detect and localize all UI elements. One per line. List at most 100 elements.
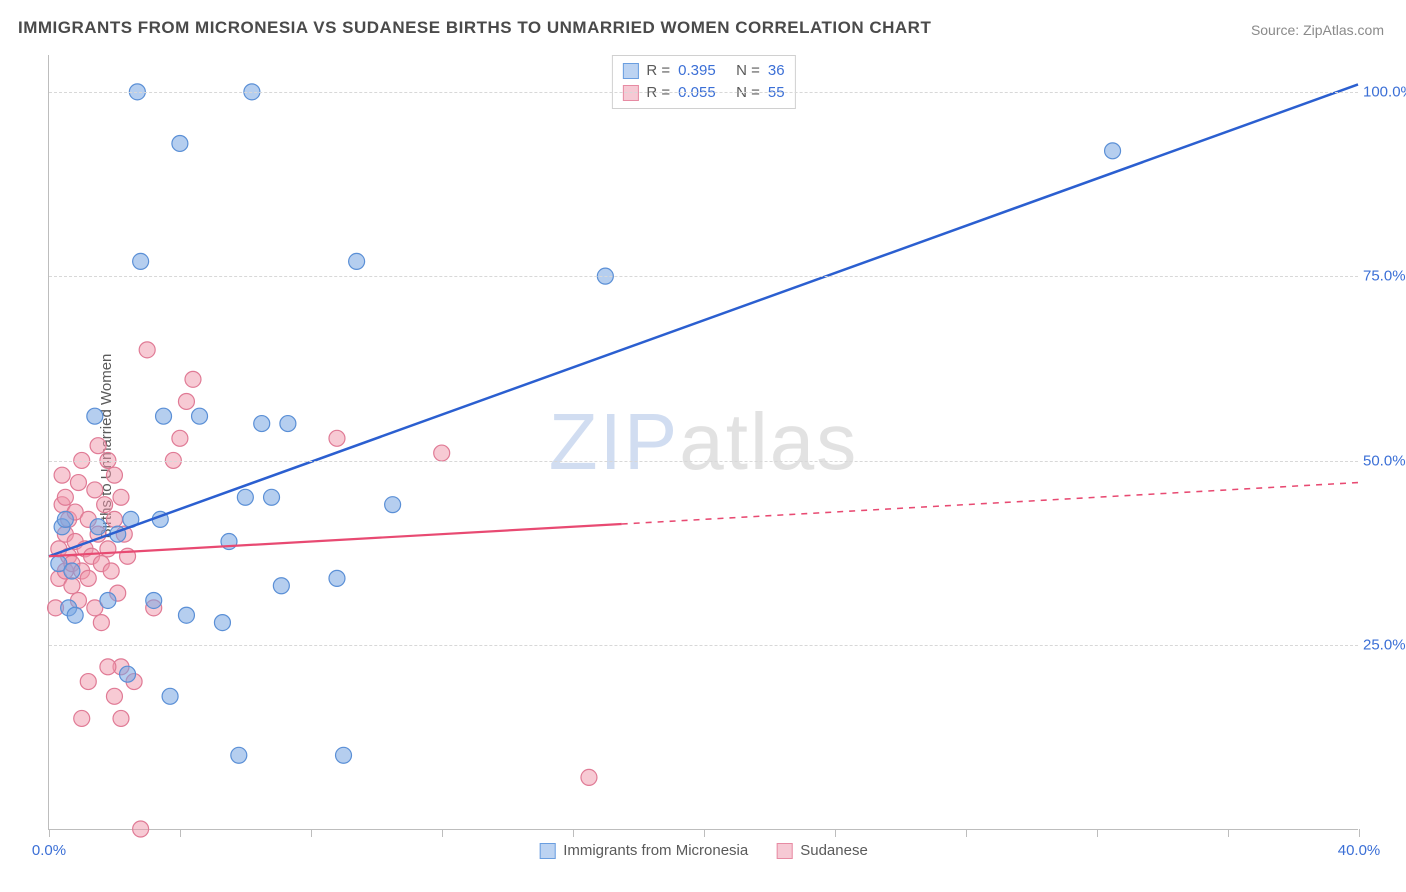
legend-item-sudanese: Sudanese [776,842,868,859]
r-label: R = [646,82,670,104]
data-point [64,578,80,594]
x-tick [1097,829,1098,837]
data-point [434,445,450,461]
data-point [385,497,401,513]
data-point [192,408,208,424]
data-point [172,430,188,446]
data-point [185,371,201,387]
y-tick-label: 25.0% [1363,637,1406,654]
data-point [74,710,90,726]
data-point [64,563,80,579]
data-point [90,438,106,454]
y-tick-label: 75.0% [1363,268,1406,285]
legend-label-micronesia: Immigrants from Micronesia [563,842,748,859]
legend-row-micronesia: R = 0.395 N = 36 [622,60,784,82]
data-point [113,710,129,726]
data-point [178,393,194,409]
swatch-sudanese [622,85,638,101]
source-attribution: Source: ZipAtlas.com [1251,22,1384,38]
data-point [273,578,289,594]
n-value-micronesia: 36 [768,60,785,82]
data-point [100,592,116,608]
legend-label-sudanese: Sudanese [800,842,868,859]
data-point [172,135,188,151]
swatch-sudanese-icon [776,843,792,859]
trend-line-solid [49,524,622,556]
gridline-h [49,276,1358,277]
data-point [133,253,149,269]
data-point [70,475,86,491]
x-tick [180,829,181,837]
data-point [1105,143,1121,159]
legend-item-micronesia: Immigrants from Micronesia [539,842,748,859]
gridline-h [49,461,1358,462]
trend-line-solid [49,84,1358,556]
data-point [146,592,162,608]
data-point [87,482,103,498]
legend-correlation: R = 0.395 N = 36 R = 0.055 N = 55 [611,55,795,109]
n-label: N = [736,82,760,104]
r-label: R = [646,60,670,82]
x-tick [311,829,312,837]
data-point [581,769,597,785]
data-point [106,467,122,483]
gridline-h [49,645,1358,646]
data-point [139,342,155,358]
data-point [57,489,73,505]
data-point [231,747,247,763]
swatch-micronesia [622,63,638,79]
data-point [54,467,70,483]
data-point [87,408,103,424]
swatch-micronesia-icon [539,843,555,859]
data-point [329,570,345,586]
chart-title: IMMIGRANTS FROM MICRONESIA VS SUDANESE B… [18,18,931,38]
y-tick-label: 50.0% [1363,452,1406,469]
x-tick [1359,829,1360,837]
data-point [97,497,113,513]
data-point [113,489,129,505]
trend-line-dashed [622,483,1358,524]
data-point [90,519,106,535]
x-tick-label: 40.0% [1338,842,1381,859]
data-point [80,570,96,586]
plot-area: ZIPatlas R = 0.395 N = 36 R = 0.055 N = … [48,55,1358,830]
n-value-sudanese: 55 [768,82,785,104]
x-tick [704,829,705,837]
data-point [336,747,352,763]
data-point [100,659,116,675]
data-point [156,408,172,424]
data-point [214,615,230,631]
data-point [106,688,122,704]
legend-series: Immigrants from Micronesia Sudanese [539,842,868,859]
n-label: N = [736,60,760,82]
data-point [80,674,96,690]
r-value-sudanese: 0.055 [678,82,728,104]
data-point [178,607,194,623]
data-point [93,615,109,631]
data-point [120,666,136,682]
gridline-h [49,92,1358,93]
y-tick-label: 100.0% [1363,83,1406,100]
x-tick [49,829,50,837]
chart-svg [49,55,1358,829]
data-point [349,253,365,269]
data-point [254,416,270,432]
data-point [329,430,345,446]
x-tick [835,829,836,837]
data-point [264,489,280,505]
data-point [237,489,253,505]
x-tick-label: 0.0% [32,842,66,859]
data-point [280,416,296,432]
data-point [57,511,73,527]
x-tick [573,829,574,837]
data-point [100,541,116,557]
r-value-micronesia: 0.395 [678,60,728,82]
x-tick [1228,829,1229,837]
data-point [133,821,149,837]
legend-row-sudanese: R = 0.055 N = 55 [622,82,784,104]
x-tick [442,829,443,837]
data-point [67,607,83,623]
x-tick [966,829,967,837]
data-point [106,511,122,527]
data-point [162,688,178,704]
